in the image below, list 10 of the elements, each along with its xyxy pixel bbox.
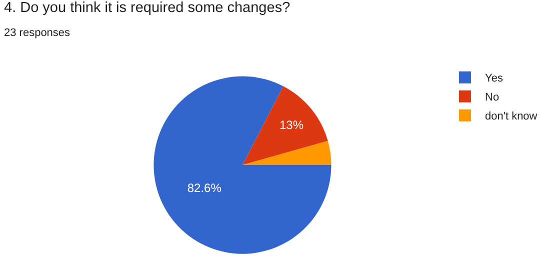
pie-slice [154,76,332,254]
data-label: 82.6% [187,181,222,196]
chart-title: 4. Do you think it is required some changes? [4,0,290,16]
data-label: 13% [280,118,304,132]
legend-label: don't know [485,110,538,123]
pie-slice [242,140,332,166]
legend-label: Yes [485,72,504,85]
text: 23 responses [4,27,70,39]
pie-slice [242,86,328,166]
legend-label: No [485,92,500,104]
